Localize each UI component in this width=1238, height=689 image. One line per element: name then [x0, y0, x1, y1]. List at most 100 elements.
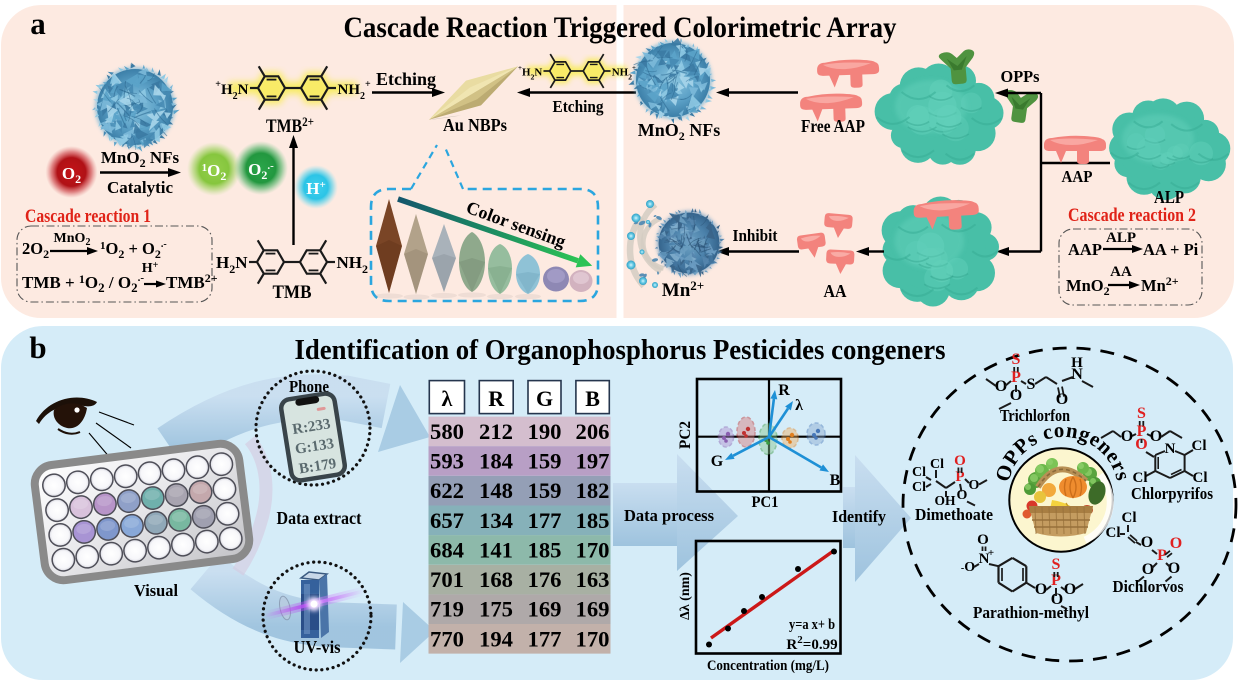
svg-text:TMB: TMB [273, 283, 312, 303]
svg-text:701: 701 [430, 567, 464, 592]
svg-text:159: 159 [528, 478, 562, 503]
svg-text:O: O [954, 453, 966, 469]
svg-text:NH2+: NH2+ [612, 64, 636, 81]
svg-text:176: 176 [528, 567, 562, 592]
svg-text:N: N [1071, 366, 1083, 383]
svg-text:OPPs: OPPs [1001, 67, 1040, 86]
svg-text:MnO2 NFs: MnO2 NFs [638, 120, 721, 143]
svg-text:1O2 + O2.-: 1O2 + O2.- [100, 239, 167, 261]
svg-text:159: 159 [528, 449, 562, 474]
svg-text:-O: -O [961, 560, 975, 575]
svg-text:O: O [1056, 391, 1068, 408]
svg-text:ALP: ALP [1154, 187, 1184, 207]
svg-text:P: P [1051, 572, 1061, 589]
svg-text:TMB2+: TMB2+ [266, 114, 314, 137]
svg-text:G:133: G:133 [294, 436, 335, 458]
svg-text:P: P [1137, 423, 1147, 440]
svg-text:169: 169 [576, 597, 610, 622]
svg-text:O: O [1035, 581, 1047, 598]
svg-text:Cascade reaction 1: Cascade reaction 1 [25, 206, 151, 227]
svg-text:S: S [1027, 376, 1036, 393]
svg-text:MnO2: MnO2 [54, 231, 91, 248]
svg-text:H: H [1071, 355, 1083, 371]
svg-text:B: B [585, 386, 600, 411]
svg-text:168: 168 [479, 567, 513, 592]
svg-text:R: R [488, 386, 505, 411]
svg-text:185: 185 [576, 508, 610, 533]
svg-text:Free AAP: Free AAP [801, 116, 865, 136]
svg-text:Concentration (mg/L): Concentration (mg/L) [707, 658, 829, 674]
svg-text:MnO2 NFs: MnO2 NFs [101, 148, 180, 170]
svg-text:P: P [1157, 547, 1167, 564]
svg-text:PC2: PC2 [677, 421, 694, 449]
svg-text:P: P [1011, 369, 1021, 386]
svg-text:O: O [1170, 535, 1182, 552]
svg-text:Dimethoate: Dimethoate [915, 505, 993, 524]
svg-text:S: S [1052, 556, 1061, 573]
svg-text:622: 622 [430, 478, 464, 503]
svg-text:Cl: Cl [1193, 470, 1208, 486]
svg-text:S: S [1012, 351, 1021, 368]
svg-text:Phone: Phone [289, 377, 329, 396]
svg-text:185: 185 [528, 537, 562, 562]
svg-text:Δλ (nm): Δλ (nm) [678, 572, 693, 620]
svg-text:177: 177 [528, 626, 562, 651]
svg-text:Cl: Cl [1133, 470, 1148, 486]
svg-text:Cl: Cl [912, 480, 926, 495]
svg-text:148: 148 [479, 478, 513, 503]
svg-text:O: O [977, 532, 989, 548]
svg-text:770: 770 [430, 626, 464, 651]
svg-text:212: 212 [479, 419, 513, 444]
svg-text:Identify: Identify [832, 507, 886, 526]
svg-text:λ: λ [795, 397, 803, 414]
svg-text:Inhibit: Inhibit [733, 226, 778, 245]
svg-text:O: O [1168, 560, 1180, 577]
svg-text:Au NBPs: Au NBPs [443, 115, 507, 135]
svg-text:170: 170 [576, 626, 610, 651]
svg-text:G: G [711, 453, 724, 470]
svg-text:AA: AA [824, 281, 847, 301]
svg-text:B:179: B:179 [298, 456, 338, 478]
svg-text:N: N [1165, 441, 1176, 457]
svg-text:b: b [29, 330, 46, 365]
svg-text:Cl: Cl [1122, 510, 1137, 526]
svg-text:AAP: AAP [1068, 240, 1102, 259]
svg-text:Identification of Organophosph: Identification of Organophosphorus Pesti… [295, 334, 946, 366]
svg-text:Etching: Etching [553, 97, 605, 116]
svg-text:P: P [955, 469, 964, 485]
svg-text:AAP: AAP [1062, 167, 1093, 186]
svg-text:170: 170 [576, 537, 610, 562]
svg-text:190: 190 [528, 419, 562, 444]
svg-text:Cl: Cl [1192, 438, 1207, 454]
svg-text:182: 182 [576, 478, 610, 503]
svg-text:Cascade reaction 2: Cascade reaction 2 [1068, 205, 1196, 226]
svg-text:Chlorpyrifos: Chlorpyrifos [1131, 484, 1213, 503]
svg-text:O: O [1142, 561, 1154, 578]
svg-text:y=a x+ b: y=a x+ b [789, 617, 835, 633]
svg-text:580: 580 [430, 419, 464, 444]
svg-text:177: 177 [528, 508, 562, 533]
svg-text:Cl: Cl [930, 457, 944, 472]
svg-text:TMB + 1O2 / O2.-: TMB + 1O2 / O2.- [22, 272, 144, 295]
svg-text:+H2N: +H2N [518, 64, 542, 81]
svg-text:NH2+: NH2+ [338, 79, 372, 102]
svg-text:AA + Pi: AA + Pi [1143, 240, 1199, 259]
svg-text:R2=0.99: R2=0.99 [786, 634, 837, 653]
svg-text:1O2: 1O2 [202, 161, 227, 183]
svg-text:O: O [1141, 534, 1153, 551]
svg-text:+H2N: +H2N [215, 79, 248, 102]
svg-text:Data process: Data process [624, 506, 714, 525]
svg-text:λ: λ [441, 386, 452, 411]
svg-text:O: O [1135, 436, 1147, 453]
svg-text:MnO2: MnO2 [1066, 276, 1110, 298]
svg-text:Visual: Visual [134, 581, 178, 600]
svg-text:175: 175 [479, 597, 513, 622]
svg-text:184: 184 [479, 449, 513, 474]
svg-text:O: O [1121, 428, 1133, 445]
svg-text:Cl: Cl [912, 465, 926, 480]
svg-text:206: 206 [576, 419, 610, 444]
svg-text:G: G [536, 386, 553, 411]
svg-text:R:233: R:233 [291, 416, 331, 438]
svg-text:Parathion-methyl: Parathion-methyl [973, 603, 1089, 622]
svg-text:593: 593 [430, 449, 464, 474]
